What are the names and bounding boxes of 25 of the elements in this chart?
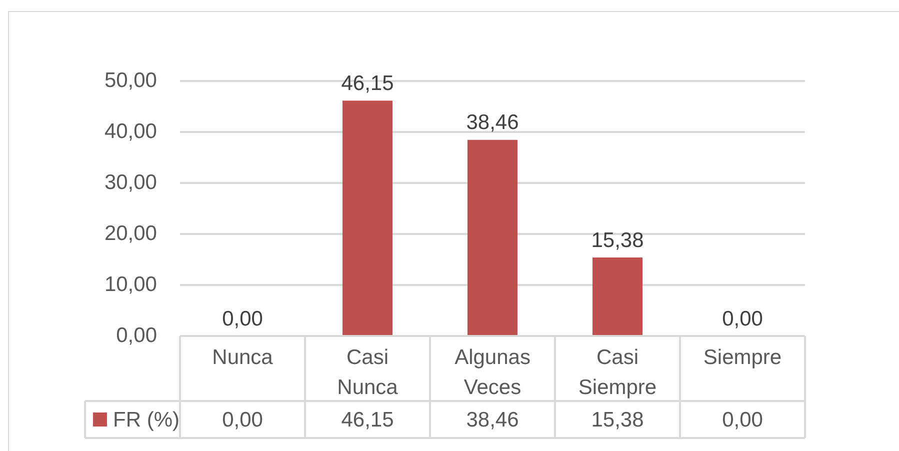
text: 0,00	[222, 307, 263, 330]
text: 0,00	[722, 307, 763, 330]
bar	[342, 100, 392, 335]
data-label: 0,00	[722, 408, 763, 432]
y-tick-label: 0,00	[116, 324, 157, 347]
bar	[468, 140, 518, 335]
data-label: 0,00	[222, 408, 263, 432]
y-tick-label: 20,00	[104, 222, 157, 245]
x-tick-label: Nunca	[212, 346, 274, 369]
x-tick-label: Siempre	[703, 346, 782, 369]
x-tick-label: Casi Nunca	[337, 346, 398, 399]
y-tick-label: 50,00	[104, 68, 157, 92]
data-label: 38,46	[466, 408, 519, 432]
text: 15,38	[591, 228, 644, 252]
text: 46,15	[341, 72, 394, 95]
x-tick-label: Casi Siempre	[578, 346, 657, 399]
text: 38,46	[466, 111, 519, 134]
legend-label: FR (%)	[113, 408, 180, 432]
y-tick-label: 10,00	[104, 272, 157, 296]
data-label: 15,38	[591, 408, 644, 432]
data-label: 46,15	[341, 408, 394, 432]
y-tick-label: 30,00	[104, 170, 157, 194]
x-tick-label: Algunas Veces	[454, 346, 530, 399]
bar	[592, 258, 642, 335]
y-tick-label: 40,00	[104, 120, 157, 143]
